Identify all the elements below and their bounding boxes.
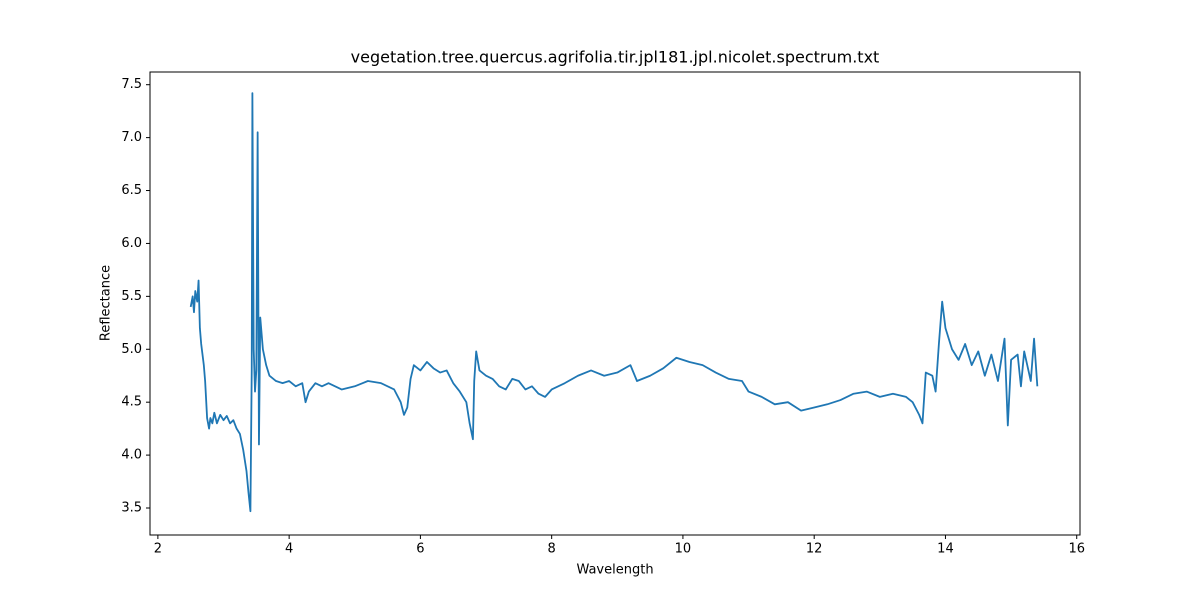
y-tick-label: 5.5 xyxy=(121,289,142,304)
x-tick-label: 10 xyxy=(675,542,692,557)
chart-title: vegetation.tree.quercus.agrifolia.tir.jp… xyxy=(351,48,880,67)
y-tick-label: 3.5 xyxy=(121,501,142,516)
y-tick-label: 7.5 xyxy=(121,77,142,92)
plot-frame xyxy=(149,71,1081,536)
x-tick-label: 4 xyxy=(285,542,293,557)
x-tick-label: 8 xyxy=(548,542,556,557)
x-tick-label: 2 xyxy=(154,542,162,557)
data-line xyxy=(189,92,1039,513)
x-tick-label: 16 xyxy=(1068,542,1085,557)
x-tick-label: 12 xyxy=(806,542,823,557)
y-tick-label: 6.5 xyxy=(121,183,142,198)
x-axis-label: Wavelength xyxy=(576,563,653,578)
y-tick-label: 4.0 xyxy=(121,448,142,463)
y-tick-label: 4.5 xyxy=(121,395,142,410)
x-tick-label: 6 xyxy=(416,542,424,557)
y-tick-label: 7.0 xyxy=(121,130,142,145)
y-axis-label: Reflectance xyxy=(99,265,114,341)
x-tick-label: 14 xyxy=(937,542,954,557)
y-tick-label: 5.0 xyxy=(121,342,142,357)
y-tick-label: 6.0 xyxy=(121,236,142,251)
